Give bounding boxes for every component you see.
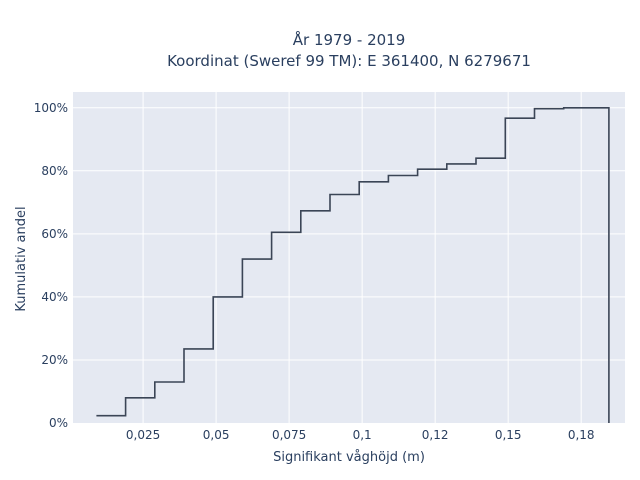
y-tick-label-1: 20%: [41, 353, 68, 367]
y-tick-label-2: 40%: [41, 290, 68, 304]
y-tick-label-0: 0%: [49, 416, 68, 430]
chart-title-line-2: Koordinat (Sweref 99 TM): E 361400, N 62…: [167, 52, 531, 70]
y-axis-title: Kumulativ andel: [14, 206, 29, 311]
x-tick-label-5: 0,15: [495, 428, 522, 442]
x-tick-label-1: 0,05: [203, 428, 230, 442]
series-layer: [96, 107, 610, 423]
y-tick-label-3: 60%: [41, 227, 68, 241]
x-axis-title: Signifikant våghöjd (m): [273, 450, 425, 465]
y-tick-label-5: 100%: [34, 101, 68, 115]
y-tick-label-4: 80%: [41, 164, 68, 178]
chart-title-line-1: År 1979 - 2019: [293, 30, 406, 49]
grid: [73, 92, 625, 423]
x-tick-label-3: 0,1: [353, 428, 372, 442]
x-tick-label-6: 0,18: [568, 428, 595, 442]
x-tick-label-4: 0,12: [422, 428, 449, 442]
x-tick-label-0: 0,025: [126, 428, 160, 442]
cumulative-step-line: [96, 107, 610, 423]
axis-ticks: 0,025 0,05 0,075 0,1 0,12 0,15 0,18 0% 20% 40% 60%…: [34, 101, 595, 442]
x-tick-label-2: 0,075: [272, 428, 306, 442]
plot-area: [73, 92, 625, 423]
